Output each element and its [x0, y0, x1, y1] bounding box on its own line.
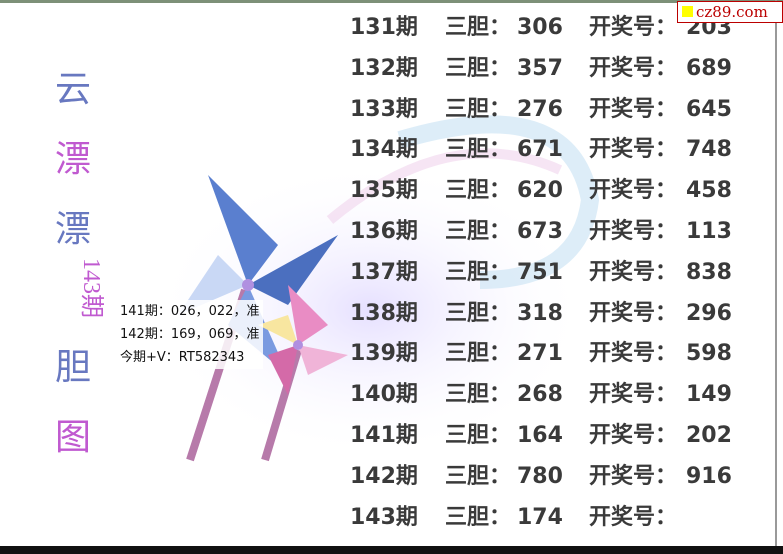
kaijiang-label: 开奖号： — [589, 300, 678, 326]
watermark-badge: cz89.com — [677, 1, 783, 23]
kaijiang-value: 202 — [686, 423, 732, 448]
period: 138期 — [350, 300, 418, 326]
kaijiang-label: 开奖号： — [589, 259, 678, 285]
sandan-label: 三胆： — [445, 178, 512, 204]
sandan-label: 三胆： — [445, 463, 512, 489]
sandan-label: 三胆： — [445, 137, 512, 163]
sandan-value: 671 — [517, 137, 563, 163]
period: 140期 — [350, 382, 418, 408]
kaijiang-label: 开奖号： — [589, 219, 678, 244]
sandan-label: 三胆： — [445, 55, 512, 81]
title-char: 漂 — [55, 209, 92, 250]
sandan-label: 三胆： — [445, 382, 512, 408]
sandan-value: 268 — [517, 382, 563, 408]
sandan-value: 673 — [517, 219, 563, 244]
title-char: 漂 — [55, 139, 92, 180]
kaijiang-value: 458 — [686, 178, 732, 204]
sandan-value: 318 — [517, 300, 563, 326]
period: 141期 — [350, 423, 418, 448]
sandan-value: 174 — [517, 504, 563, 530]
kaijiang-value: 113 — [686, 219, 732, 244]
kaijiang-label: 开奖号： — [589, 382, 678, 408]
kaijiang-label: 开奖号： — [589, 15, 678, 40]
kaijiang-label: 开奖号： — [589, 423, 678, 448]
kaijiang-label: 开奖号： — [589, 463, 678, 489]
sandan-value: 271 — [517, 341, 563, 367]
kaijiang-value: 838 — [686, 259, 732, 285]
period: 133期 — [350, 96, 418, 122]
title-char: 云 — [55, 69, 92, 110]
kaijiang-label: 开奖号： — [589, 96, 678, 122]
sandan-label: 三胆： — [445, 300, 512, 326]
right-border — [775, 0, 777, 548]
note-line: 141期：026，022，准 — [120, 304, 260, 319]
top-border — [0, 0, 783, 3]
bottom-border — [0, 546, 783, 554]
sandan-label: 三胆： — [445, 259, 512, 285]
kaijiang-label: 开奖号： — [589, 504, 678, 530]
period: 131期 — [350, 15, 418, 40]
sandan-value: 780 — [517, 463, 563, 489]
sandan-value: 751 — [517, 259, 563, 285]
kaijiang-value: 598 — [686, 341, 732, 367]
kaijiang-label: 开奖号： — [589, 137, 678, 163]
sandan-label: 三胆： — [445, 96, 512, 122]
period: 134期 — [350, 137, 418, 163]
current-period-label: 143期 — [78, 258, 104, 318]
kaijiang-value: 296 — [686, 300, 732, 326]
period: 137期 — [350, 259, 418, 285]
kaijiang-value: 149 — [686, 382, 732, 408]
sandan-label: 三胆： — [445, 423, 512, 448]
kaijiang-value: 689 — [686, 55, 732, 81]
sandan-label: 三胆： — [445, 504, 512, 530]
kaijiang-value: 916 — [686, 463, 732, 489]
sandan-label: 三胆： — [445, 341, 512, 367]
kaijiang-value: 748 — [686, 137, 732, 163]
kaijiang-label: 开奖号： — [589, 341, 678, 367]
sandan-value: 164 — [517, 423, 563, 448]
note-line: 今期+V：RT582343 — [120, 350, 245, 365]
notes-box: 141期：026，022，准 142期：169，069，准 今期+V：RT582… — [118, 300, 264, 369]
period: 142期 — [350, 463, 418, 489]
title-char: 图 — [55, 417, 92, 458]
period: 136期 — [350, 219, 418, 244]
sandan-value: 306 — [517, 15, 563, 40]
sandan-label: 三胆： — [445, 219, 512, 244]
pinwheel-illustration — [150, 115, 600, 462]
note-line: 142期：169，069，准 — [120, 327, 260, 342]
sandan-value: 357 — [517, 55, 563, 81]
sandan-value: 620 — [517, 178, 563, 204]
period: 135期 — [350, 178, 418, 204]
period: 143期 — [350, 504, 418, 530]
title-char: 胆 — [55, 347, 92, 388]
sandan-value: 276 — [517, 96, 563, 122]
kaijiang-value: 645 — [686, 96, 732, 122]
watermark-text: cz89.com — [696, 3, 768, 21]
sandan-label: 三胆： — [445, 15, 512, 40]
kaijiang-label: 开奖号： — [589, 55, 678, 81]
period: 132期 — [350, 55, 418, 81]
yellow-square-icon — [682, 6, 693, 17]
period: 139期 — [350, 341, 418, 367]
kaijiang-label: 开奖号： — [589, 178, 678, 204]
